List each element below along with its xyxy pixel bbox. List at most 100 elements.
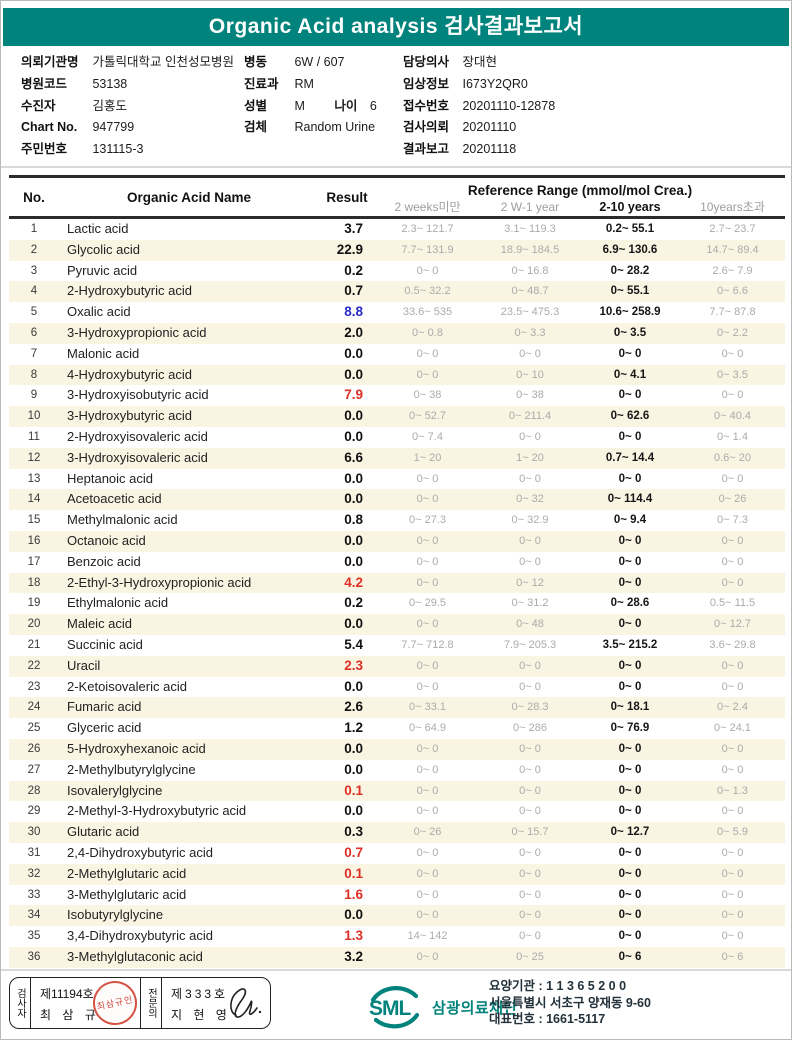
info-row-resident-no: 주민번호 131115-3 <box>21 139 251 161</box>
ref-2w-1year-value: 0~ 25 <box>516 950 544 963</box>
result-value: 7.9 <box>344 387 363 403</box>
ref-2weeks-value: 0~ 7.4 <box>412 430 443 443</box>
table-row: 11 2-Hydroxyisovaleric acid 0.0 0~ 7.4 0… <box>9 427 785 448</box>
ref-2weeks-value: 0~ 0 <box>416 347 439 360</box>
ref-2w-1year-value: 0~ 3.3 <box>514 326 546 339</box>
result-value: 0.0 <box>344 761 363 777</box>
ref-10years-value: 0~ 0 <box>721 659 744 672</box>
ref-2-10years-value: 0~ 3.5 <box>613 326 647 339</box>
ref-10years-value: 0~ 0 <box>721 867 744 880</box>
organization-info: 요양기관 : 1 1 3 6 5 2 0 0 서울특별시 서초구 양재동 9-6… <box>489 978 651 1028</box>
acid-name: 2-Ketoisovaleric acid <box>67 678 187 694</box>
row-number: 22 <box>27 659 41 672</box>
ref-10years-value: 0~ 0 <box>721 472 744 485</box>
row-number: 35 <box>27 930 41 943</box>
table-row: 5 Oxalic acid 8.8 33.6~ 535 23.5~ 475.3 … <box>9 302 785 323</box>
ref-10years-value: 2.7~ 23.7 <box>709 223 756 235</box>
acid-name: 2-Hydroxyisovaleric acid <box>67 428 208 444</box>
info-row-hospital-code: 병원코드 53138 <box>21 74 251 96</box>
ref-2-10years-value: 0~ 4.1 <box>613 368 647 381</box>
row-number: 26 <box>27 742 41 755</box>
info-row-patient: 수진자 김홍도 <box>21 96 251 118</box>
ref-2w-1year-value: 0~ 48.7 <box>511 285 549 298</box>
ref-10years-value: 0~ 0 <box>721 347 744 360</box>
ref-2-10years-value: 0~ 114.4 <box>607 493 653 506</box>
ref-2-10years-value: 0~ 0 <box>618 888 642 901</box>
ref-2-10years-value: 0~ 76.9 <box>610 722 650 735</box>
result-value: 0.0 <box>344 616 363 632</box>
row-number: 24 <box>27 701 41 714</box>
row-number: 31 <box>27 846 41 859</box>
row-number: 28 <box>27 784 41 797</box>
info-row-specimen: 검체 Random Urine <box>244 117 404 139</box>
table-row: 10 3-Hydroxybutyric acid 0.0 0~ 52.7 0~ … <box>9 406 785 427</box>
col-header-ref-2-10years: 2-10 years <box>599 199 661 214</box>
result-value: 0.8 <box>344 512 363 528</box>
result-value: 0.0 <box>344 907 363 923</box>
ref-2w-1year-value: 0~ 0 <box>519 472 541 485</box>
ref-2weeks-value: 0~ 0 <box>416 264 439 277</box>
ref-10years-value: 0~ 6 <box>721 950 744 963</box>
ref-2-10years-value: 0~ 0 <box>618 430 642 443</box>
row-number: 33 <box>27 888 41 901</box>
ref-2-10years-value: 0~ 55.1 <box>610 285 650 298</box>
report-date-label: 결과보고 <box>403 142 450 157</box>
table-row: 18 2-Ethyl-3-Hydroxypropionic acid 4.2 0… <box>9 572 785 594</box>
acid-name: Pyruvic acid <box>67 262 138 278</box>
result-value: 0.0 <box>344 366 363 382</box>
table-row: 25 Glyceric acid 1.2 0~ 64.9 0~ 286 0~ 7… <box>9 718 785 739</box>
org-care-facility-no: 요양기관 : 1 1 3 6 5 2 0 0 <box>489 979 627 993</box>
ref-10years-value: 0~ 0 <box>721 742 744 755</box>
examiner-license-no: 제11194호 <box>40 987 94 1001</box>
ref-2weeks-value: 0~ 0 <box>416 867 439 880</box>
chart-no-label: Chart No. <box>21 120 78 135</box>
ref-10years-value: 0~ 0 <box>721 680 744 693</box>
department-label: 진료과 <box>244 76 279 91</box>
ref-2-10years-value: 0~ 0 <box>618 389 642 402</box>
row-number: 3 <box>30 264 38 277</box>
patient-info-right: 담당의사 장대현 임상정보 I673Y2QR0 접수번호 20201110-12… <box>403 52 733 161</box>
patient-info-left: 의뢰기관명 가톨릭대학교 인천성모병원 병원코드 53138 수진자 김홍도 C… <box>21 52 251 161</box>
acid-name: Isobutyrylglycine <box>67 907 164 923</box>
row-number: 8 <box>30 368 38 381</box>
ref-2-10years-value: 0~ 9.4 <box>613 514 647 527</box>
table-row: 29 2-Methyl-3-Hydroxybutyric acid 0.0 0~… <box>9 801 785 822</box>
ref-2weeks-value: 7.7~ 131.9 <box>401 243 454 256</box>
result-value: 5.4 <box>344 636 363 652</box>
ref-10years-value: 0~ 0 <box>721 763 744 776</box>
info-row-chart-no: Chart No. 947799 <box>21 117 251 139</box>
ref-2w-1year-value: 0~ 0 <box>519 930 541 943</box>
acid-name: Uracil <box>67 657 101 673</box>
acid-name: Octanoic acid <box>67 532 146 548</box>
table-row: 36 3-Methylglutaconic acid 3.2 0~ 0 0~ 2… <box>9 946 785 968</box>
institution-value: 가톨릭대학교 인천성모병원 <box>92 55 234 69</box>
col-header-ref-2weeks: 2 weeks미만 <box>394 200 461 215</box>
ref-2weeks-value: 0~ 26 <box>413 826 442 839</box>
ref-2w-1year-value: 3.1~ 119.3 <box>504 223 556 235</box>
row-number: 9 <box>30 389 38 402</box>
ref-2-10years-value: 0~ 0 <box>618 784 642 797</box>
row-number: 36 <box>27 950 41 963</box>
specialist-license-no: 제333호 <box>171 987 229 1001</box>
ward-value: 6W / 607 <box>294 55 345 69</box>
result-value: 0.0 <box>344 740 363 756</box>
row-number: 7 <box>30 347 38 360</box>
table-row: 15 Methylmalonic acid 0.8 0~ 27.3 0~ 32.… <box>9 510 785 531</box>
info-row-sex-age: 성별 M 나이 6 <box>244 96 404 118</box>
row-number: 5 <box>30 306 38 319</box>
acid-name: Glyceric acid <box>67 720 142 736</box>
result-value: 0.0 <box>344 345 363 361</box>
ref-2-10years-value: 0~ 0 <box>618 805 642 818</box>
result-value: 1.2 <box>344 720 363 736</box>
sex-value: M <box>294 98 305 113</box>
acid-name: 2-Hydroxybutyric acid <box>67 283 192 299</box>
result-value: 0.0 <box>344 428 363 444</box>
info-row-clinical-info: 임상정보 I673Y2QR0 <box>403 74 733 96</box>
row-number: 30 <box>27 826 41 839</box>
ref-2weeks-value: 0~ 0 <box>416 576 439 589</box>
department-value: RM <box>294 76 314 91</box>
section-divider-bottom <box>1 969 791 971</box>
row-number: 12 <box>27 451 41 464</box>
age-label: 나이 <box>334 98 358 113</box>
ref-2weeks-value: 0~ 0 <box>416 659 439 672</box>
